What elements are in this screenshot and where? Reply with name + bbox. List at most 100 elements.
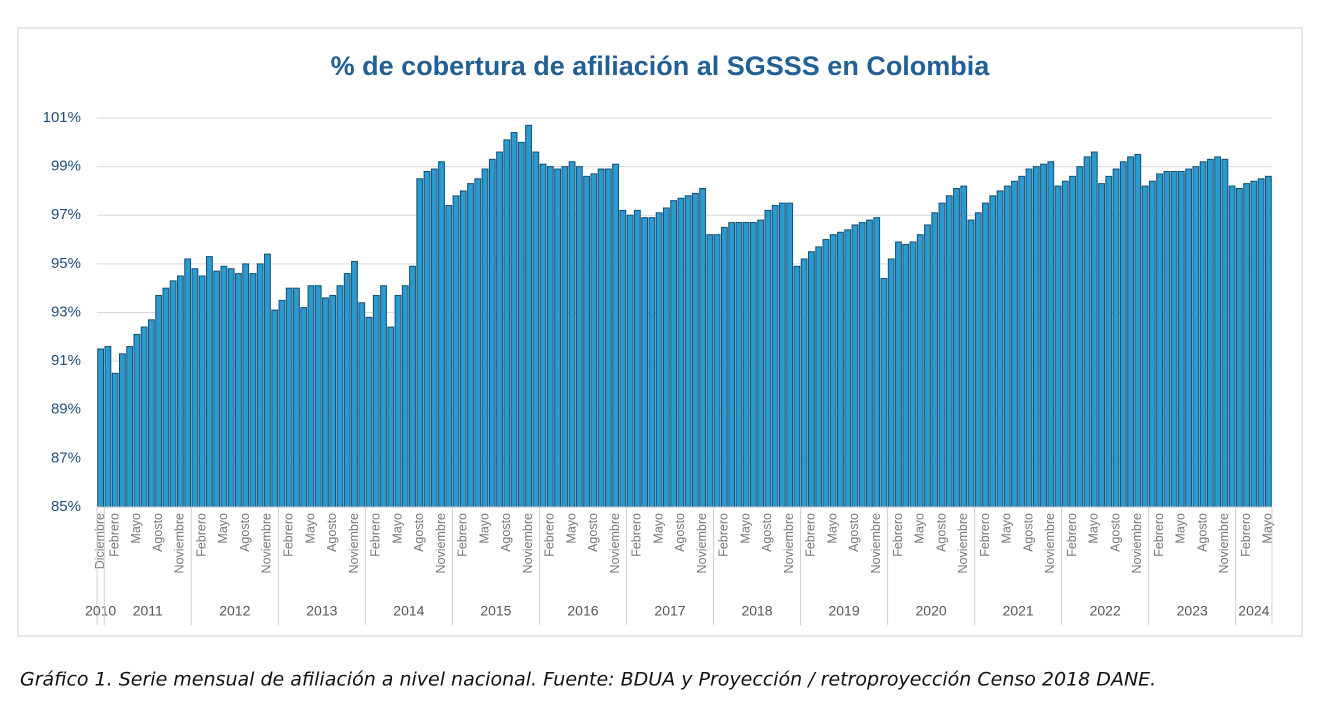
bar [916,234,924,508]
bar [409,265,416,508]
bar [604,168,612,508]
bar [1119,161,1127,508]
bar [829,234,837,508]
bar [590,173,598,508]
year-label: 2021 [1003,603,1034,619]
year-label: 2017 [654,603,685,619]
bar [256,263,264,508]
year-label: 2024 [1238,603,1269,619]
x-tick-label: Noviembre [695,513,709,573]
bar [452,195,460,508]
bar [162,287,170,508]
bar [612,163,619,508]
year-label: 2015 [480,603,511,619]
x-tick-label: Diciembre [93,513,107,569]
bar [1047,161,1055,508]
bar [1192,166,1200,508]
year-label: 2020 [916,603,947,619]
x-tick-label: Agosto [325,513,339,552]
x-tick-label: Agosto [673,513,687,552]
bar [271,309,279,508]
x-tick-label: Agosto [586,513,600,552]
bar [1156,173,1163,508]
bar [1127,156,1134,508]
bar [1105,175,1113,508]
x-tick-label: Febrero [978,513,992,557]
x-tick-label: Noviembre [1217,513,1231,573]
bar [677,197,685,508]
y-tick-label: 97% [51,206,81,223]
bar [372,294,380,508]
bar [858,222,866,508]
bar [561,166,569,508]
x-tick-label: Febrero [804,513,818,557]
x-tick-label: Mayo [1261,513,1275,544]
year-label: 2013 [306,603,337,619]
x-tick-label: Agosto [847,513,861,552]
bar [1177,170,1185,508]
bar [336,285,344,508]
year-label: 2018 [741,603,772,619]
chart-title: % de cobertura de afiliación al SGSSS en… [331,51,991,81]
bar [771,205,779,508]
bar [583,175,590,508]
year-label: 2012 [219,603,250,619]
bar [438,161,445,508]
x-tick-label: Febrero [369,513,383,557]
bar [568,161,576,508]
bar [459,190,467,508]
year-label: 2022 [1090,603,1121,619]
x-tick-label: Noviembre [869,513,883,573]
x-tick-label: Febrero [194,513,208,557]
bar [1185,168,1192,508]
bar [118,353,126,508]
bar [1163,170,1171,508]
bar [467,183,474,508]
bar [887,258,895,508]
bar [387,326,395,508]
bar [539,163,547,508]
bar [1069,175,1076,508]
x-tick-label: Mayo [1174,513,1188,544]
year-label: 2023 [1177,603,1208,619]
y-tick-label: 101% [43,109,81,126]
year-label: 2016 [567,603,598,619]
x-tick-label: Noviembre [1043,513,1057,573]
x-tick-label: Agosto [934,513,948,552]
bar [1025,168,1033,508]
x-tick-label: Mayo [129,513,143,544]
x-tick-label: Noviembre [260,513,274,573]
bar [1257,178,1265,508]
bar [1076,166,1084,508]
bar [503,139,511,508]
bar [147,319,155,508]
bar [989,195,997,508]
bar [953,188,960,508]
bar [974,212,982,508]
x-tick-label: Noviembre [1130,513,1144,573]
bar [285,287,293,508]
bar [140,326,148,508]
bar [351,260,358,508]
x-tick-label: Noviembre [956,513,970,573]
bar [851,224,859,508]
bar [1083,156,1091,508]
x-tick-label: Agosto [1108,513,1122,552]
x-tick-label: Noviembre [173,513,187,573]
bar [416,178,424,508]
x-tick-label: Febrero [543,513,557,557]
bar [764,209,772,508]
bar [800,258,808,508]
bar [517,141,525,508]
bar [133,333,141,508]
bar [184,258,192,508]
year-label: 2011 [133,603,163,619]
bar [177,275,184,508]
bar [641,217,649,508]
bar [104,346,112,508]
x-tick-label: Febrero [1239,513,1253,557]
bar [967,219,975,508]
bar [1243,183,1251,508]
x-tick-label: Febrero [282,513,296,557]
bar [430,168,438,508]
